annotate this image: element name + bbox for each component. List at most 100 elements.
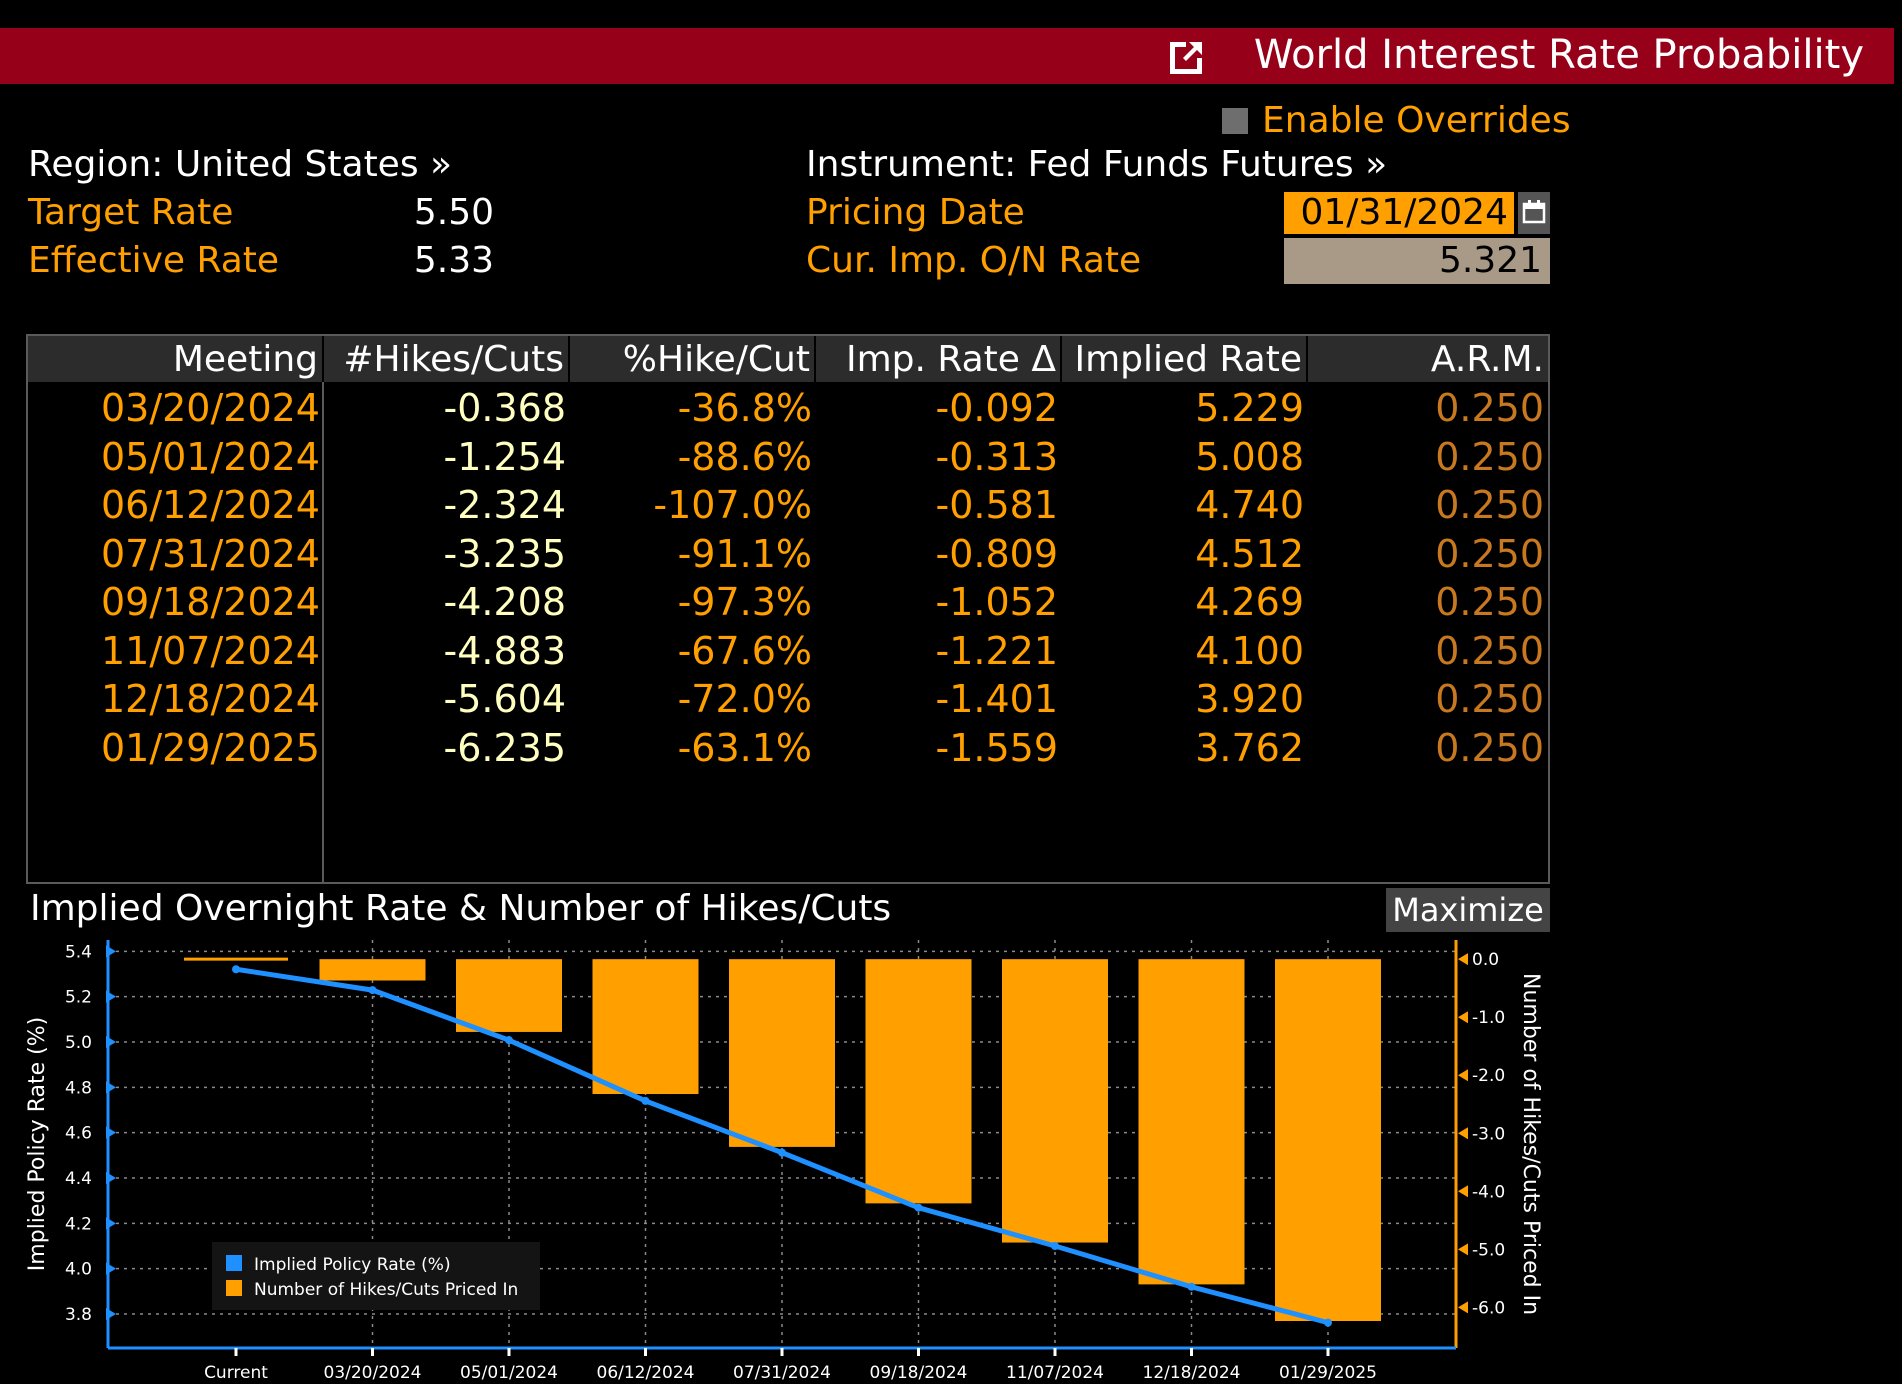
cell-meeting: 03/20/2024 [100,386,320,430]
overrides-label: Enable Overrides [1262,100,1571,141]
cell-hikes-cuts: -6.235 [443,725,567,770]
enable-overrides-toggle[interactable]: Enable Overrides [1222,100,1571,141]
table-row[interactable]: 12/18/2024 -5.604 -72.0% -1.401 3.920 0.250 [28,675,1548,723]
right-axis-tick-label: -1.0 [1472,1008,1505,1028]
cell-hikes-cuts: -4.208 [443,580,567,624]
cell-pct-hike-cut: -72.0% [677,677,812,721]
effective-rate-value: 5.33 [413,240,494,281]
left-axis-tick [106,1126,116,1139]
left-axis-title: Implied Policy Rate (%) [25,1017,50,1271]
cell-imp-rate-delta: -0.581 [935,483,1059,527]
meetings-table: Meeting #Hikes/Cuts %Hike/Cut Imp. Rate … [26,334,1550,884]
left-axis-tick-label: 5.4 [65,942,92,962]
x-axis-tick-label: 12/18/2024 [1143,1363,1241,1383]
cell-arm: 0.250 [1435,386,1544,430]
cur-rate-label: Cur. Imp. O/N Rate [806,240,1142,281]
table-row[interactable]: 03/20/2024 -0.368 -36.8% -0.092 5.229 0.250 [28,384,1548,432]
chart-title: Implied Overnight Rate & Number of Hikes… [30,888,892,929]
column-header-imp-rate-delta[interactable]: Imp. Rate Δ [816,336,1062,382]
cell-pct-hike-cut: -36.8% [677,386,812,430]
column-header-meeting[interactable]: Meeting [28,336,324,382]
instrument-selector[interactable]: Instrument: Fed Funds Futures » [806,144,1388,185]
cell-arm: 0.250 [1435,434,1544,479]
table-row[interactable]: 11/07/2024 -4.883 -67.6% -1.221 4.100 0.250 [28,627,1548,675]
cell-meeting: 05/01/2024 [100,434,320,479]
cell-hikes-cuts: -4.883 [443,628,567,673]
right-axis-tick-label: -5.0 [1472,1240,1505,1260]
left-axis-tick [106,1262,116,1275]
column-header-pct-hike-cut[interactable]: %Hike/Cut [570,336,816,382]
right-axis-tick-label: -4.0 [1472,1182,1505,1202]
left-axis-tick [106,945,116,958]
cell-imp-rate-delta: -0.313 [935,434,1059,479]
overrides-checkbox[interactable] [1222,108,1248,134]
calendar-icon[interactable] [1518,192,1550,234]
cell-implied-rate: 3.762 [1195,725,1304,770]
cell-pct-hike-cut: -67.6% [677,628,812,673]
hikes-cuts-bar [1275,959,1381,1322]
cell-imp-rate-delta: -1.401 [935,677,1059,721]
hikes-cuts-bar [456,959,562,1032]
hikes-cuts-bar [729,959,835,1147]
cell-imp-rate-delta: -1.052 [935,580,1059,624]
cell-pct-hike-cut: -63.1% [677,725,812,770]
cell-pct-hike-cut: -97.3% [677,580,812,624]
left-axis-tick [106,1217,116,1230]
table-row[interactable]: 09/18/2024 -4.208 -97.3% -1.052 4.269 0.250 [28,578,1548,626]
implied-rate-point [368,986,377,995]
column-header-implied-rate[interactable]: Implied Rate [1062,336,1308,382]
cell-arm: 0.250 [1435,531,1544,576]
cell-meeting: 01/29/2025 [100,725,320,770]
pricing-date-label: Pricing Date [806,192,1025,233]
cell-implied-rate: 4.740 [1195,483,1304,527]
cell-imp-rate-delta: -1.559 [935,725,1059,770]
left-axis-tick-label: 5.0 [65,1033,92,1053]
window-title: World Interest Rate Probability [1253,32,1864,78]
implied-rate-point [778,1148,786,1157]
region-selector[interactable]: Region: United States » [28,144,453,185]
implied-rate-point [505,1036,513,1045]
table-row[interactable]: 01/29/2025 -6.235 -63.1% -1.559 3.762 0.250 [28,724,1548,772]
legend-label-implied-rate: Implied Policy Rate (%) [254,1255,451,1275]
right-axis-tick [1458,1011,1468,1024]
implied-rate-point [1324,1318,1332,1327]
cell-arm: 0.250 [1435,483,1544,527]
cell-meeting: 11/07/2024 [100,628,320,673]
pricing-date-input[interactable]: 01/31/2024 [1284,192,1514,234]
left-axis-tick [106,990,116,1003]
cur-rate-field[interactable]: 5.321 [1284,238,1550,284]
maximize-button[interactable]: Maximize [1386,888,1550,932]
left-axis-tick-label: 4.4 [65,1169,92,1189]
cell-imp-rate-delta: -0.809 [935,531,1059,576]
right-axis-tick [1458,1243,1468,1256]
x-axis-tick-label: Current [204,1363,268,1383]
x-axis-tick-label: 11/07/2024 [1006,1363,1104,1383]
cell-pct-hike-cut: -88.6% [677,434,812,479]
cell-implied-rate: 4.100 [1195,628,1304,673]
x-axis-tick-label: 05/01/2024 [460,1363,558,1383]
table-row[interactable]: 06/12/2024 -2.324 -107.0% -0.581 4.740 0.250 [28,481,1548,529]
target-rate-value: 5.50 [413,192,494,233]
column-divider [322,382,324,884]
table-row[interactable]: 05/01/2024 -1.254 -88.6% -0.313 5.008 0.250 [28,433,1548,481]
implied-rate-point [1187,1282,1196,1291]
x-axis-tick-label: 09/18/2024 [870,1363,968,1383]
effective-rate-label: Effective Rate [28,240,280,281]
right-axis-tick-label: 0.0 [1472,950,1499,970]
cell-pct-hike-cut: -91.1% [677,531,812,576]
table-row[interactable]: 07/31/2024 -3.235 -91.1% -0.809 4.512 0.250 [28,530,1548,578]
title-bar: World Interest Rate Probability [0,28,1894,84]
left-axis-tick [106,1308,116,1320]
hikes-cuts-bar [592,959,699,1095]
cell-meeting: 09/18/2024 [100,580,320,624]
external-link-icon[interactable] [1164,36,1208,80]
right-axis-tick [1458,953,1468,966]
right-axis-tick [1458,1301,1468,1314]
column-header-hikes-cuts[interactable]: #Hikes/Cuts [324,336,570,382]
left-axis-tick [106,1036,116,1048]
cell-imp-rate-delta: -1.221 [935,628,1059,673]
cell-imp-rate-delta: -0.092 [935,386,1059,430]
cell-arm: 0.250 [1435,677,1544,721]
x-axis-tick-label: 07/31/2024 [733,1363,831,1383]
column-header-arm[interactable]: A.R.M. [1430,339,1544,380]
